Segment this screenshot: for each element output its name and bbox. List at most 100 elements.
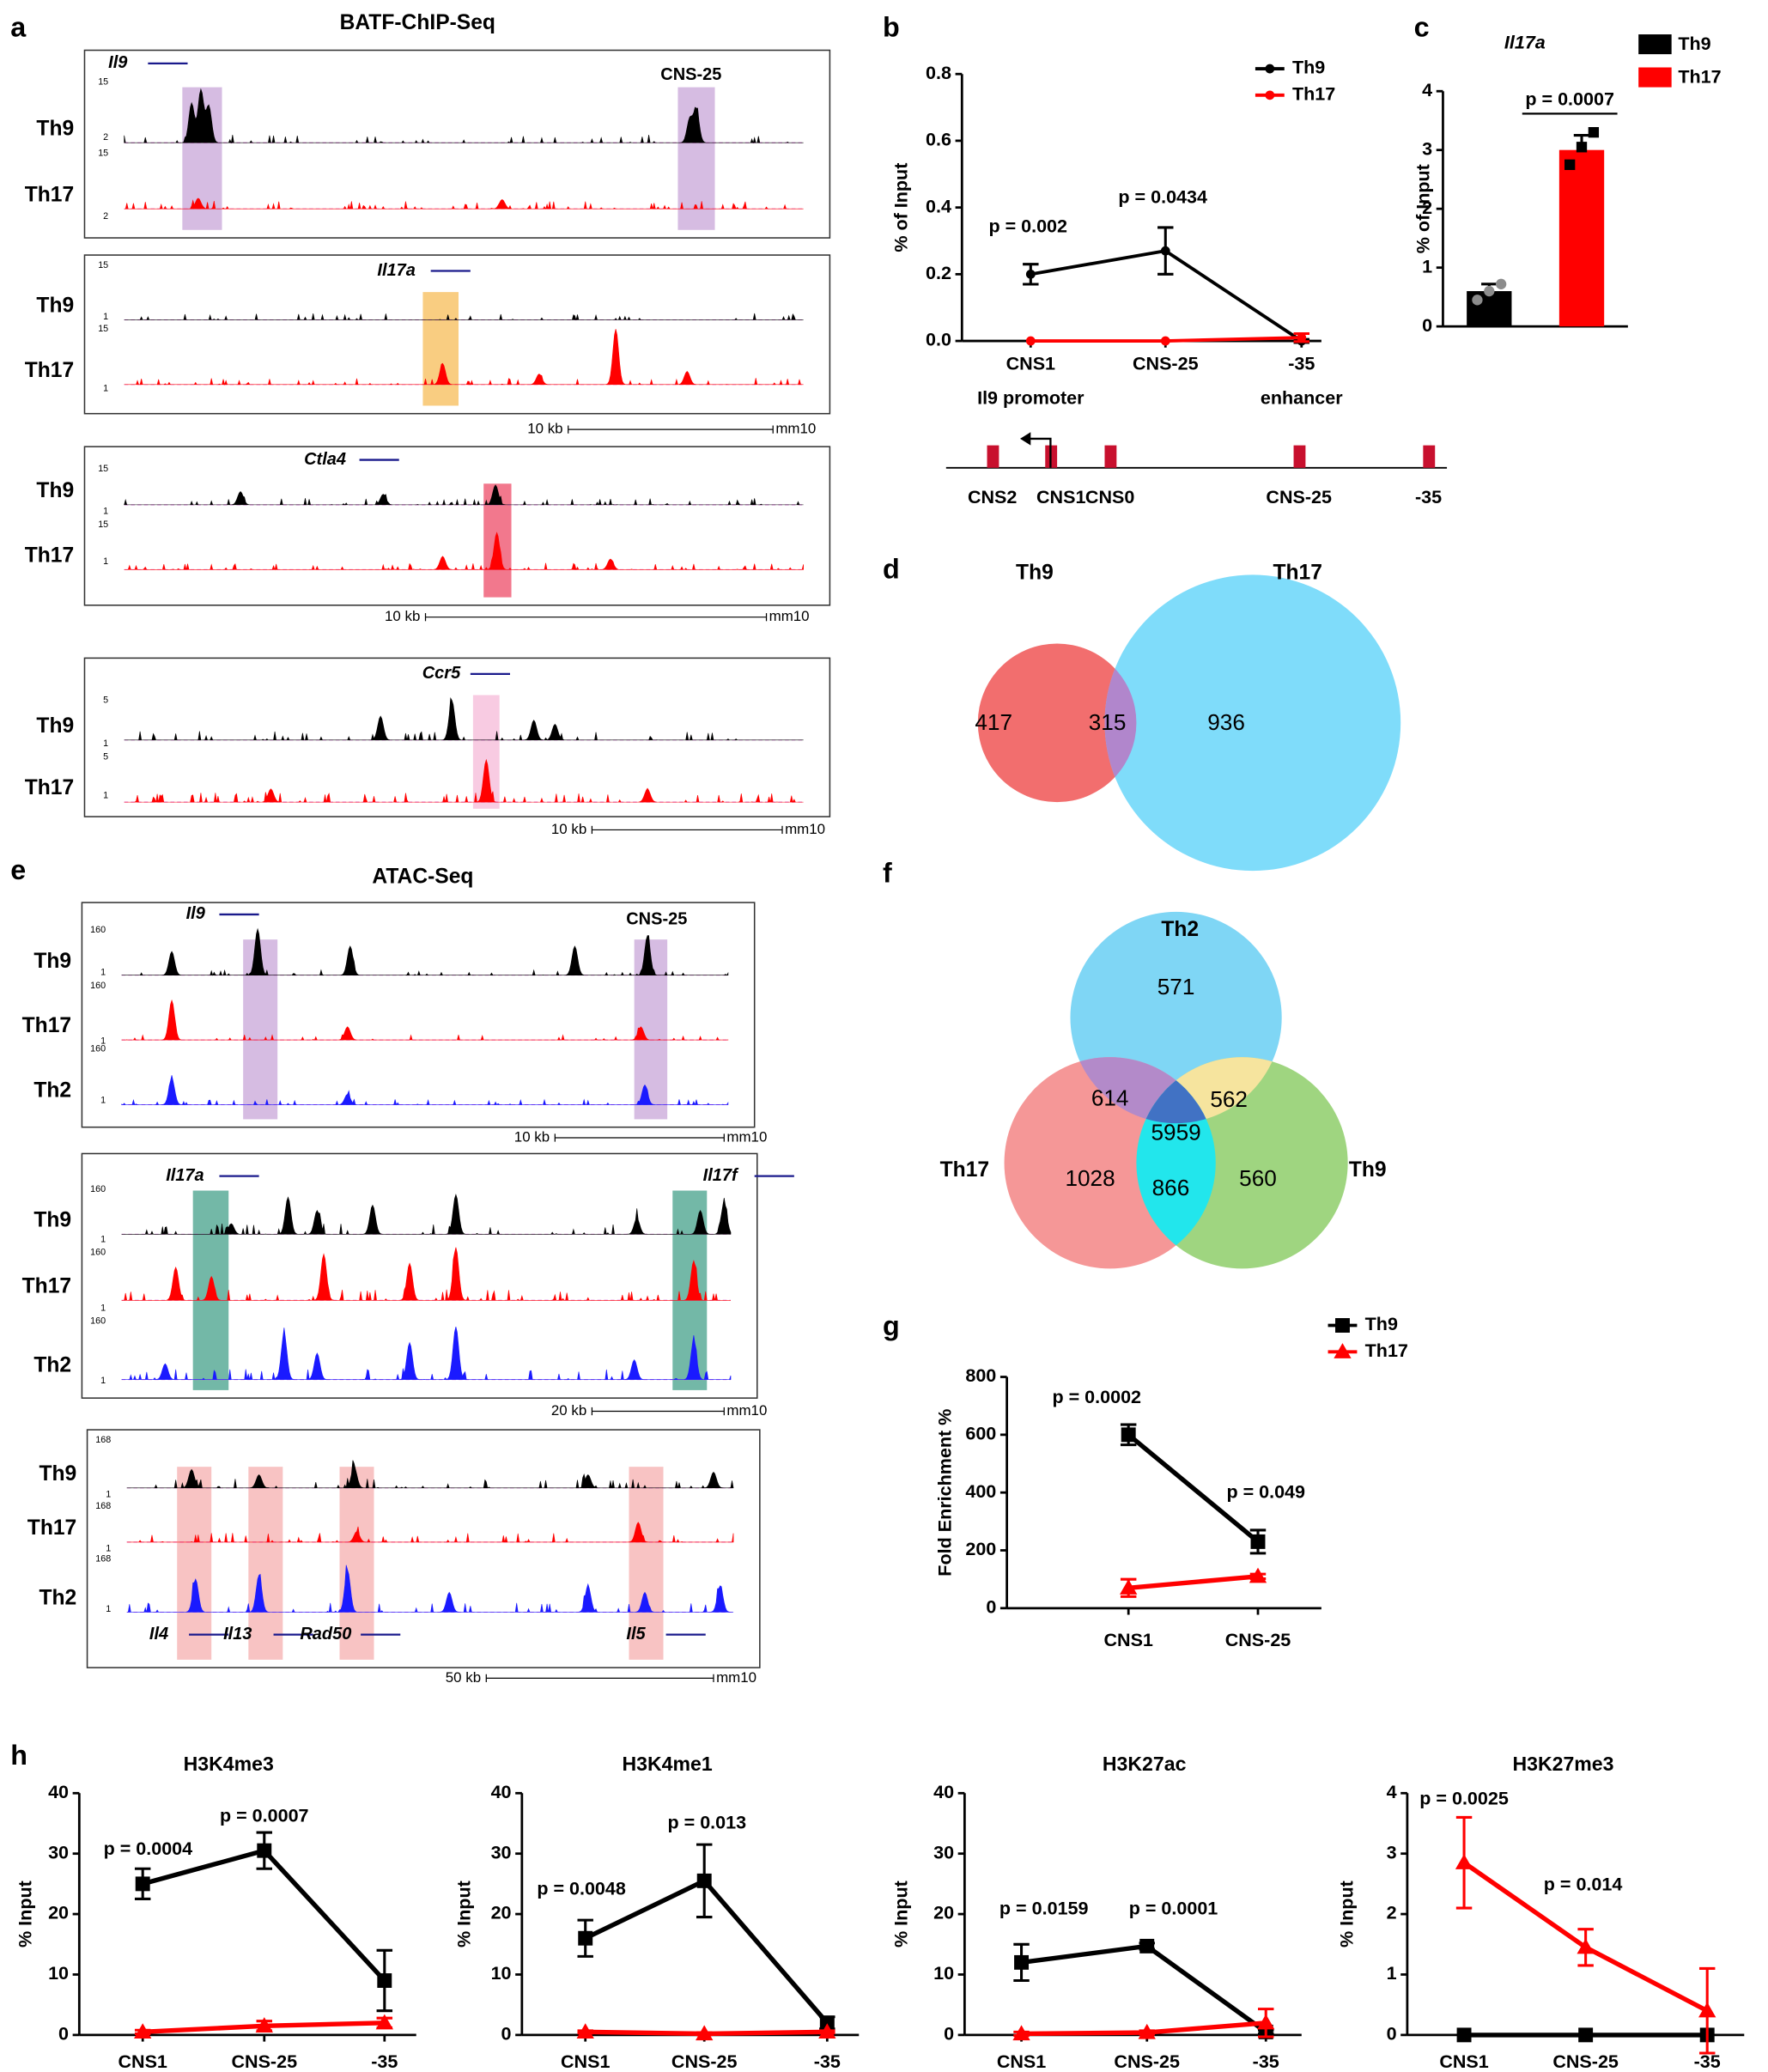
y-tick-label: 0 bbox=[1387, 2024, 1397, 2045]
y-tick-label: 400 bbox=[965, 1481, 996, 1502]
region-count: 315 bbox=[1089, 709, 1127, 735]
x-tick-label: CNS1 bbox=[118, 2051, 167, 2072]
data-point bbox=[1564, 159, 1576, 170]
track-scale: 168 bbox=[95, 1435, 111, 1445]
p-value: p = 0.049 bbox=[1226, 1482, 1305, 1503]
series-line bbox=[1127, 1574, 1259, 1590]
p-value: p = 0.0007 bbox=[1525, 89, 1614, 110]
genome-label: mm10 bbox=[726, 1128, 767, 1145]
signal-track bbox=[126, 1460, 734, 1489]
row-label: Th9 bbox=[39, 1462, 76, 1486]
x-tick-label: CNS1 bbox=[1006, 353, 1055, 374]
marker bbox=[1160, 336, 1170, 346]
y-tick-label: 0 bbox=[944, 2024, 954, 2045]
p-value: p = 0.0001 bbox=[1129, 1898, 1218, 1918]
y-tick-label: 30 bbox=[933, 1842, 954, 1862]
venn-overlap bbox=[1136, 1057, 1216, 1124]
x-tick-label: CNS-25 bbox=[1133, 353, 1199, 374]
track-scale: 15 bbox=[98, 76, 108, 87]
legend-label: Th17 bbox=[1292, 84, 1335, 105]
y-axis-title: Fold Enrichment % bbox=[935, 1409, 956, 1577]
legend-swatch bbox=[1638, 67, 1672, 88]
legend-label: Th17 bbox=[1678, 67, 1721, 88]
marker bbox=[1249, 1567, 1267, 1583]
gene-label: Il9 bbox=[108, 53, 128, 72]
region-count: 866 bbox=[1152, 1175, 1190, 1200]
data-point bbox=[1472, 295, 1483, 306]
region-count: 936 bbox=[1207, 709, 1245, 735]
series-line bbox=[584, 1878, 829, 2025]
y-tick-label: 2 bbox=[1387, 1903, 1397, 1923]
marker bbox=[134, 2023, 152, 2039]
track-scale: 1 bbox=[100, 1303, 106, 1313]
signal-track bbox=[121, 927, 729, 976]
p-value: p = 0.013 bbox=[668, 1812, 747, 1832]
locus-label: CNS0 bbox=[1085, 487, 1134, 507]
marker bbox=[375, 2014, 393, 2030]
panel-letter: g bbox=[883, 1310, 900, 1341]
marker bbox=[819, 2015, 835, 2031]
series-line bbox=[1021, 1943, 1267, 2034]
marker bbox=[1014, 1954, 1030, 1970]
marker bbox=[1265, 90, 1275, 100]
y-tick-label: 20 bbox=[48, 1903, 69, 1923]
signal-track bbox=[124, 329, 804, 386]
row-label: Th17 bbox=[25, 359, 74, 382]
marker bbox=[135, 1876, 150, 1892]
x-tick-label: CNS1 bbox=[561, 2051, 610, 2072]
signal-track bbox=[124, 197, 804, 210]
y-axis-title: % Input bbox=[891, 1881, 912, 1947]
track-scale: 1 bbox=[106, 1489, 111, 1499]
track-scale: 1 bbox=[103, 556, 108, 567]
track-scale: 160 bbox=[90, 981, 106, 991]
gene-label: Il17a bbox=[166, 1166, 204, 1185]
legend-swatch bbox=[1638, 34, 1672, 55]
track-scale: 1 bbox=[106, 1604, 111, 1614]
track-scale: 15 bbox=[98, 520, 108, 530]
marker bbox=[696, 1873, 712, 1888]
track-scale: 168 bbox=[95, 1501, 111, 1511]
signal-track bbox=[124, 697, 804, 741]
track-scale: 160 bbox=[90, 1316, 106, 1327]
y-tick-label: 0 bbox=[986, 1597, 996, 1618]
y-tick-label: 0.8 bbox=[926, 63, 951, 83]
marker bbox=[1121, 1427, 1136, 1443]
genome-label: mm10 bbox=[716, 1669, 756, 1686]
signal-track bbox=[124, 88, 804, 144]
data-point bbox=[1576, 142, 1588, 153]
data-point bbox=[1588, 126, 1600, 138]
track-scale: 160 bbox=[90, 925, 106, 935]
y-tick-label: 0.6 bbox=[926, 130, 951, 150]
y-tick-label: 20 bbox=[491, 1903, 512, 1923]
signal-track bbox=[121, 1075, 729, 1106]
p-value: p = 0.0159 bbox=[999, 1898, 1089, 1918]
gene-label: Rad50 bbox=[300, 1625, 351, 1644]
row-label: Th2 bbox=[33, 1079, 71, 1103]
set-label: Th2 bbox=[1161, 918, 1199, 941]
x-tick-label: CNS1 bbox=[997, 2051, 1046, 2072]
x-tick-label: CNS-25 bbox=[231, 2051, 297, 2072]
set-label: Th17 bbox=[940, 1158, 989, 1182]
y-tick-label: 2 bbox=[1422, 197, 1432, 218]
y-tick-label: 1 bbox=[1422, 256, 1432, 276]
marker bbox=[257, 1843, 272, 1858]
locus-label: -35 bbox=[1415, 487, 1442, 507]
p-value: p = 0.0434 bbox=[1118, 187, 1207, 208]
marker bbox=[1138, 2023, 1156, 2039]
row-label: Th9 bbox=[36, 714, 74, 738]
locus-element bbox=[1104, 445, 1117, 468]
track-box bbox=[81, 1152, 758, 1399]
highlight bbox=[248, 1467, 283, 1660]
gene-label: CNS-25 bbox=[626, 909, 687, 928]
marker bbox=[377, 1973, 392, 1988]
track-scale: 2 bbox=[103, 132, 108, 143]
y-axis-title: % Input bbox=[453, 1881, 474, 1947]
venn-set bbox=[1104, 574, 1401, 872]
region-count: 562 bbox=[1210, 1086, 1248, 1112]
panel-letter: a bbox=[10, 11, 27, 42]
venn-overlap bbox=[1136, 1057, 1216, 1124]
scalebar-label: 10 kb bbox=[527, 421, 562, 437]
chart-title: H3K4me3 bbox=[184, 1753, 274, 1775]
track-scale: 160 bbox=[90, 1184, 106, 1194]
row-label: Th9 bbox=[36, 117, 74, 140]
